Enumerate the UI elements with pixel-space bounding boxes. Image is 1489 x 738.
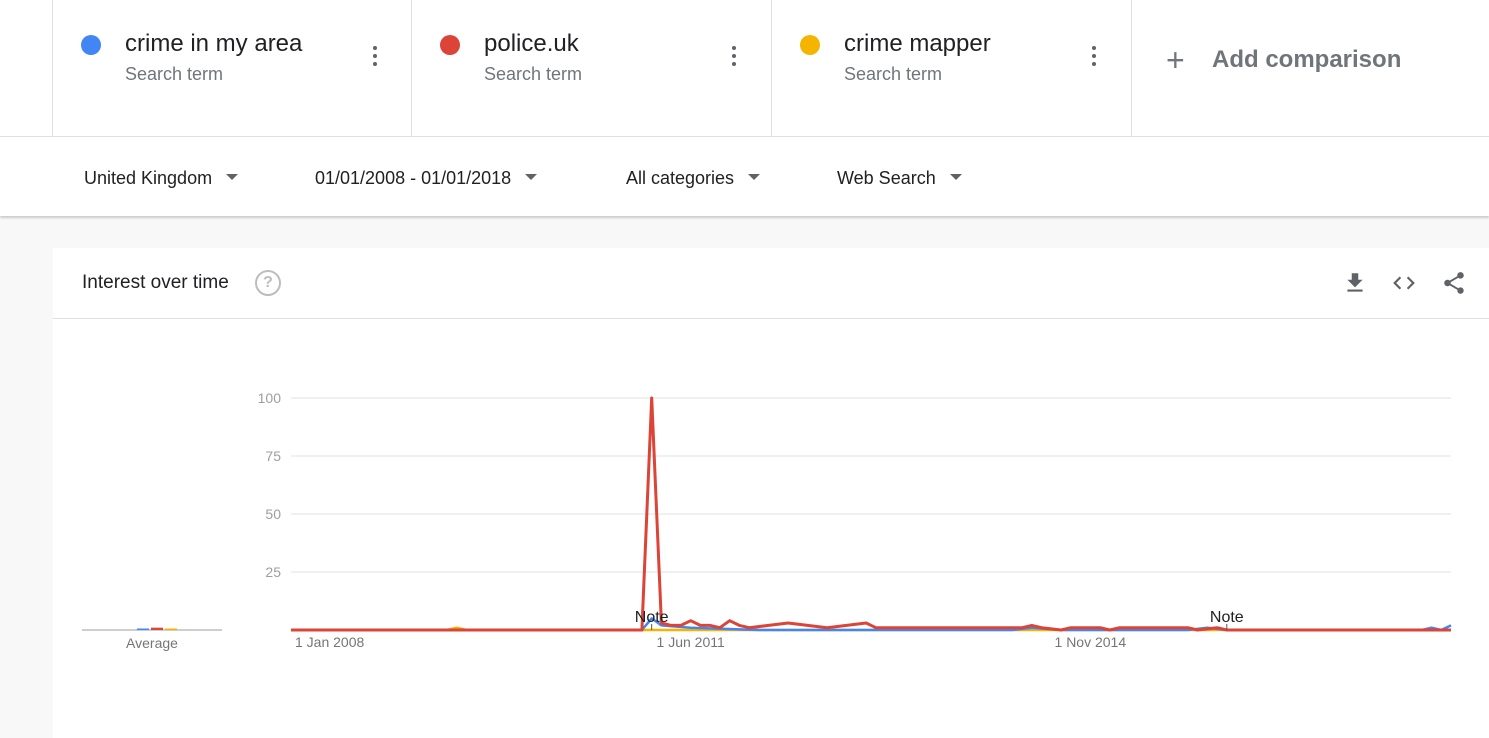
share-icon[interactable] <box>1441 270 1467 296</box>
dropdown-arrow-icon <box>525 174 538 181</box>
average-bar[interactable] <box>165 628 177 631</box>
average-label: Average <box>126 635 178 651</box>
search-type-dropdown[interactable]: Web Search <box>837 168 962 189</box>
add-comparison-button[interactable]: + Add comparison <box>1131 0 1489 136</box>
series-color-dot <box>440 35 460 55</box>
term-type: Search term <box>844 64 943 84</box>
plus-icon: + <box>1166 42 1185 78</box>
card-header: Interest over time ? <box>53 248 1489 319</box>
term-name[interactable]: crime in my area <box>125 30 303 57</box>
term-type: Search term <box>484 64 583 84</box>
embed-code-icon[interactable] <box>1391 270 1417 296</box>
term-name[interactable]: police.uk <box>484 30 579 57</box>
interest-over-time-card: Interest over time ? Average 25 50 75 100 N… <box>53 248 1489 738</box>
help-icon[interactable]: ? <box>255 270 281 296</box>
region-dropdown[interactable]: United Kingdom <box>84 168 239 189</box>
x-tick-label: 1 Jan 2008 <box>295 634 364 650</box>
add-comparison-label: Add comparison <box>1212 46 1402 73</box>
more-vert-icon[interactable] <box>369 44 381 68</box>
more-vert-icon[interactable] <box>1088 44 1100 68</box>
x-tick-label: 1 Nov 2014 <box>1055 634 1127 650</box>
term-card-1[interactable]: crime in my area Search term <box>52 0 412 136</box>
download-icon[interactable] <box>1342 270 1368 296</box>
interest-over-time-chart[interactable]: Average 25 50 75 100 Note Note 1 Jan 2008 1 J… <box>53 318 1489 738</box>
more-vert-icon[interactable] <box>728 44 740 68</box>
dropdown-arrow-icon <box>748 174 761 181</box>
dropdown-arrow-icon <box>949 174 962 181</box>
y-tick-label: 100 <box>258 390 282 406</box>
average-bar[interactable] <box>137 628 149 631</box>
region-value: United Kingdom <box>84 168 213 188</box>
category-value: All categories <box>626 168 735 188</box>
note-label[interactable]: Note <box>635 609 669 626</box>
average-bar[interactable] <box>151 627 163 630</box>
term-card-3[interactable]: crime mapper Search term <box>771 0 1131 136</box>
category-dropdown[interactable]: All categories <box>626 168 761 189</box>
term-type: Search term <box>125 64 224 84</box>
term-card-2[interactable]: police.uk Search term <box>411 0 771 136</box>
card-title: Interest over time <box>82 272 229 293</box>
date-range-dropdown[interactable]: 01/01/2008 - 01/01/2018 <box>315 168 538 189</box>
note-label[interactable]: Note <box>1210 609 1244 626</box>
x-tick-label: 1 Jun 2011 <box>657 634 725 650</box>
series-line-police-uk[interactable] <box>291 396 1451 632</box>
search-type-value: Web Search <box>837 168 936 188</box>
date-range-value: 01/01/2008 - 01/01/2018 <box>315 168 512 188</box>
y-tick-label: 75 <box>265 448 281 464</box>
dropdown-arrow-icon <box>226 174 239 181</box>
explore-header: crime in my area Search term police.uk S… <box>0 0 1489 216</box>
series-color-dot <box>81 35 101 55</box>
y-tick-label: 50 <box>265 506 281 522</box>
comparison-terms-bar: crime in my area Search term police.uk S… <box>0 0 1489 137</box>
y-tick-label: 25 <box>265 564 281 580</box>
term-name[interactable]: crime mapper <box>844 30 991 57</box>
series-color-dot <box>800 35 820 55</box>
